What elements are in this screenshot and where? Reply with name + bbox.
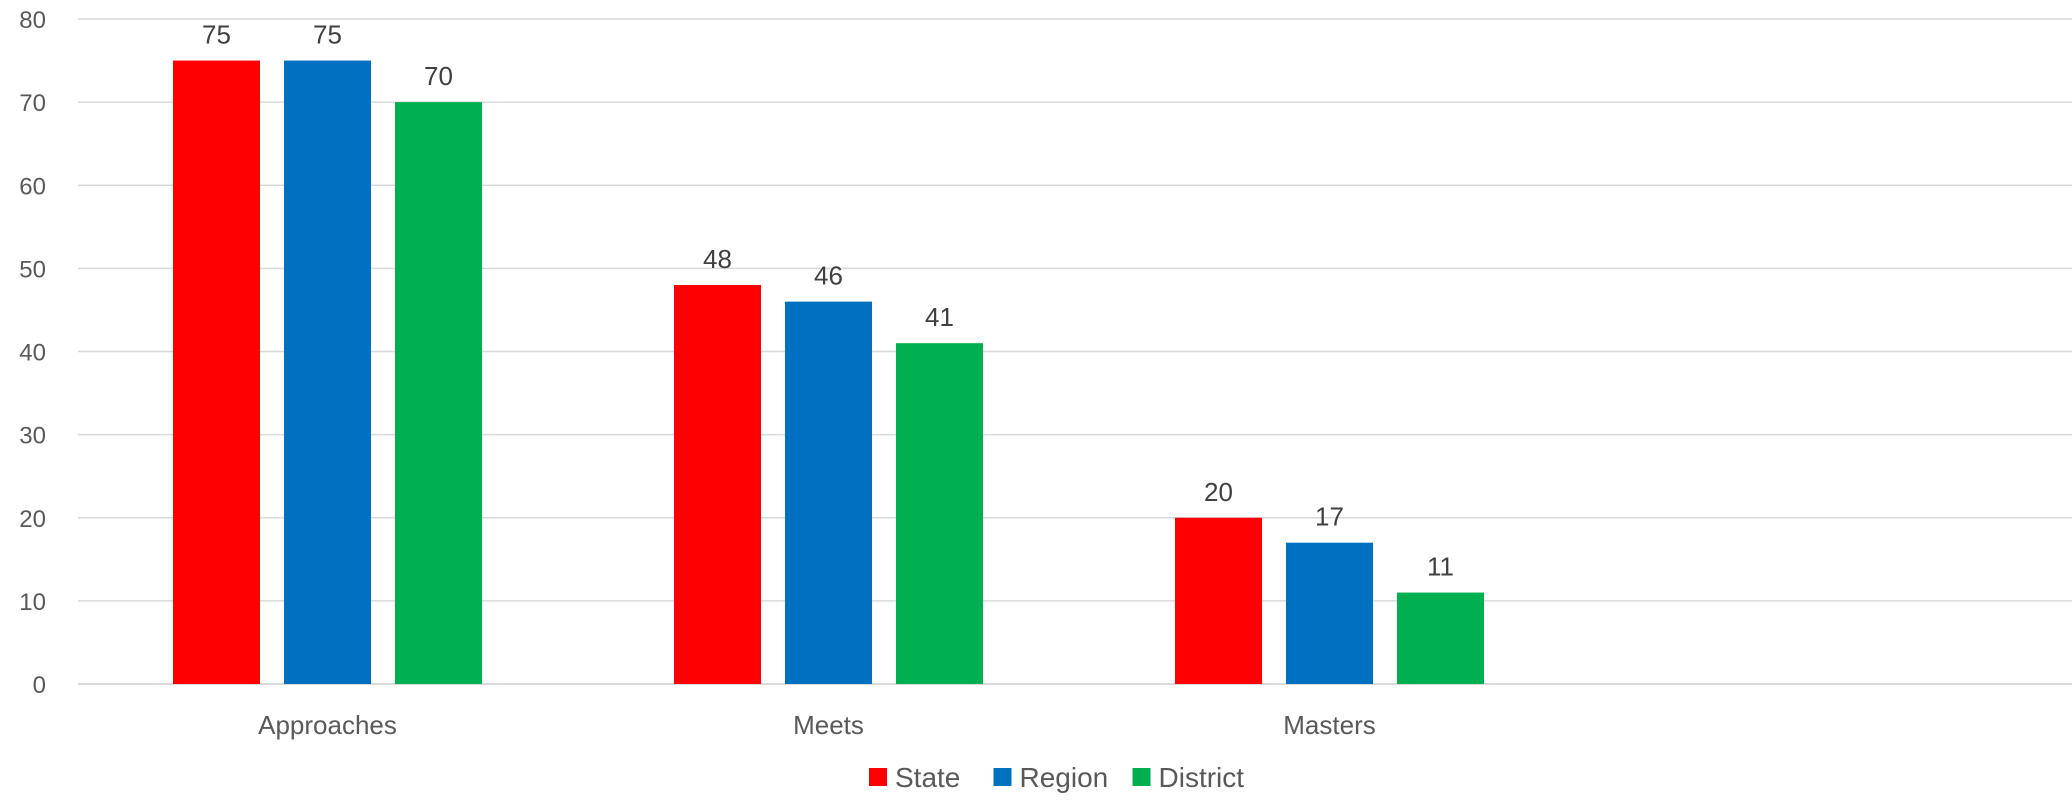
data-label: 48 bbox=[703, 244, 732, 274]
data-label: 70 bbox=[424, 61, 453, 91]
y-tick-label: 60 bbox=[19, 173, 46, 200]
bar-state-meets bbox=[674, 285, 761, 684]
data-label: 17 bbox=[1315, 502, 1344, 532]
y-tick-label: 0 bbox=[33, 672, 46, 699]
y-tick-label: 70 bbox=[19, 90, 46, 117]
data-label: 41 bbox=[925, 302, 954, 332]
category-label: Approaches bbox=[258, 710, 397, 740]
bar-region-meets bbox=[785, 301, 872, 684]
data-label: 46 bbox=[814, 261, 843, 291]
data-label: 20 bbox=[1204, 477, 1233, 507]
bars bbox=[173, 60, 1484, 684]
y-tick-label: 80 bbox=[19, 7, 46, 34]
bar-district-meets bbox=[896, 343, 983, 684]
bar-district-masters bbox=[1397, 592, 1484, 684]
category-label: Meets bbox=[793, 710, 864, 740]
y-tick-label: 20 bbox=[19, 506, 46, 533]
legend-swatch-region bbox=[993, 768, 1012, 786]
data-labels: 75 75 70 48 46 41 20 17 11 bbox=[202, 20, 1454, 582]
legend-swatch-state bbox=[869, 768, 887, 786]
category-label: Masters bbox=[1283, 710, 1375, 740]
legend-swatch-district bbox=[1132, 768, 1151, 786]
data-label: 75 bbox=[202, 20, 231, 50]
bar-state-approaches bbox=[173, 60, 260, 684]
y-tick-label: 40 bbox=[19, 340, 46, 367]
data-label: 11 bbox=[1427, 552, 1454, 582]
y-tick-label: 30 bbox=[19, 423, 46, 450]
bar-state-masters bbox=[1175, 517, 1262, 684]
x-axis: Approaches Meets Masters bbox=[258, 710, 1376, 740]
y-axis: 0 10 20 30 40 50 60 70 80 bbox=[19, 7, 46, 699]
gridlines bbox=[78, 18, 2072, 685]
data-label: 75 bbox=[313, 20, 342, 50]
bar-region-masters bbox=[1286, 542, 1373, 684]
legend-label-district: District bbox=[1159, 762, 1245, 793]
legend: State Region District bbox=[869, 762, 1244, 793]
legend-label-region: Region bbox=[1020, 762, 1109, 793]
legend-label-state: State bbox=[895, 762, 960, 793]
bar-district-approaches bbox=[395, 102, 482, 684]
y-tick-label: 10 bbox=[19, 589, 46, 616]
y-tick-label: 50 bbox=[19, 256, 46, 283]
bar-region-approaches bbox=[284, 60, 371, 684]
